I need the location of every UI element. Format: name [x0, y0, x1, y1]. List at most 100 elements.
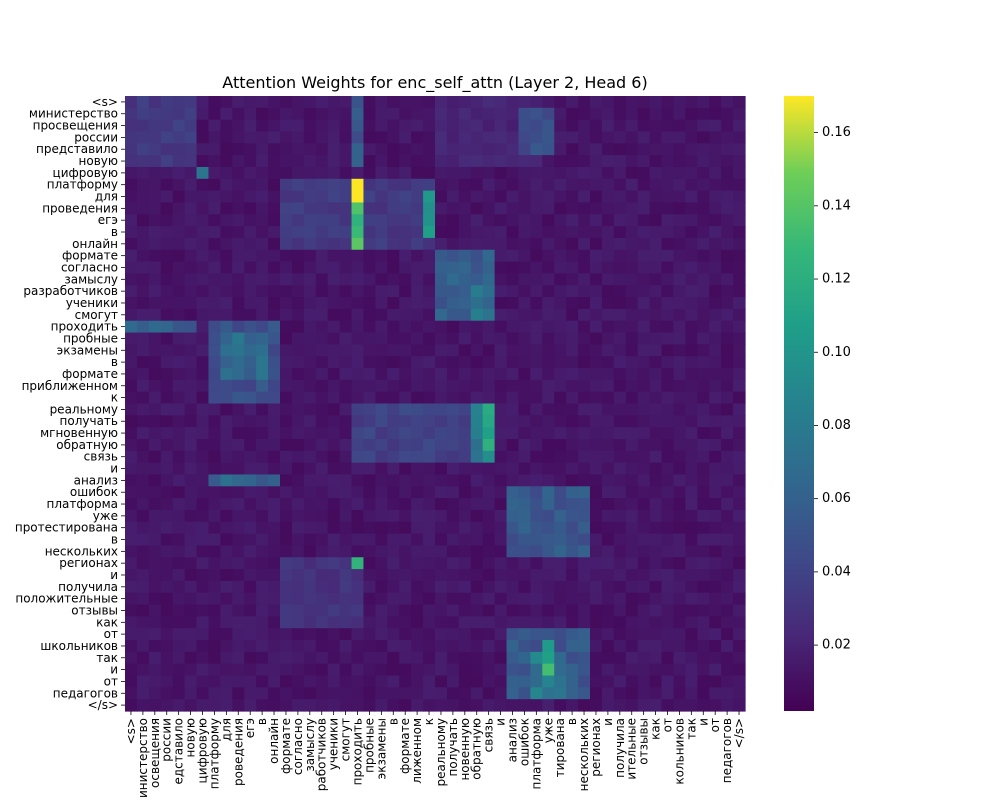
heatmap-cell — [435, 545, 448, 558]
heatmap-cell — [148, 438, 162, 452]
heatmap-cell — [733, 438, 746, 452]
heatmap-cell — [518, 545, 531, 558]
heatmap-cell — [625, 675, 639, 688]
heatmap-cell — [291, 391, 305, 405]
heatmap-cell — [303, 403, 317, 416]
y-tick-label: и — [110, 663, 118, 677]
y-tick-label: россии — [74, 130, 118, 144]
y-tick-label: уже — [93, 509, 118, 523]
heatmap-cell — [554, 509, 567, 523]
heatmap-cell — [363, 415, 376, 428]
heatmap-cell — [399, 344, 412, 357]
heatmap-cell — [363, 580, 376, 594]
heatmap-cell — [649, 450, 663, 464]
x-tick-label: новенную — [458, 718, 472, 781]
heatmap-cell — [590, 261, 603, 275]
heatmap-cell — [733, 651, 746, 665]
heatmap-cell — [244, 273, 257, 286]
heatmap-cell — [363, 486, 376, 499]
heatmap-cell — [697, 297, 710, 310]
heatmap-cell — [208, 462, 221, 476]
heatmap-cell — [363, 498, 376, 511]
heatmap-cell — [518, 592, 531, 606]
heatmap-cell — [697, 344, 710, 357]
heatmap-cell — [268, 415, 281, 428]
heatmap-cell — [363, 474, 376, 487]
heatmap-cell — [411, 237, 424, 251]
heatmap-cell — [423, 663, 436, 677]
heatmap-cell — [649, 604, 663, 617]
heatmap-cell — [423, 214, 436, 227]
heatmap-cell — [435, 663, 448, 677]
heatmap-cell — [363, 202, 376, 215]
heatmap-cell — [685, 521, 698, 535]
heatmap-cell — [363, 344, 376, 357]
heatmap-cell — [685, 415, 698, 428]
heatmap-cell — [125, 166, 138, 180]
heatmap-cell — [184, 308, 198, 322]
heatmap-cell — [613, 498, 627, 511]
heatmap-cell — [649, 533, 663, 547]
heatmap-cell — [733, 675, 746, 688]
heatmap-cell — [697, 592, 710, 606]
heatmap-cell — [446, 261, 460, 275]
heatmap-cell — [733, 178, 746, 192]
heatmap-cell — [232, 498, 245, 511]
heatmap-cell — [697, 403, 710, 416]
heatmap-cell — [506, 178, 520, 192]
heatmap-cell — [637, 521, 651, 535]
heatmap-cell — [601, 438, 615, 452]
heatmap-cell — [530, 249, 543, 263]
heatmap-cell — [244, 368, 257, 381]
heatmap-cell — [363, 391, 376, 405]
heatmap-cell — [375, 474, 388, 487]
heatmap-cell — [268, 107, 281, 121]
heatmap-cell — [661, 699, 675, 712]
heatmap-cell — [590, 474, 603, 487]
heatmap-cell — [601, 320, 615, 334]
heatmap-cell — [601, 332, 615, 345]
heatmap-cell — [625, 249, 639, 263]
heatmap-cell — [601, 687, 615, 700]
heatmap-cell — [339, 332, 353, 345]
heatmap-cell — [578, 592, 591, 606]
heatmap-cell — [590, 403, 603, 416]
heatmap-cell — [399, 131, 412, 144]
heatmap-cell — [303, 592, 317, 606]
heatmap-cell — [375, 214, 388, 227]
heatmap-cell — [733, 190, 746, 204]
heatmap-cell — [315, 285, 329, 298]
heatmap-cell — [208, 249, 221, 263]
heatmap-cell — [125, 214, 138, 227]
heatmap-cell — [136, 521, 150, 535]
heatmap-cell — [506, 687, 520, 700]
heatmap-cell — [625, 486, 639, 499]
heatmap-cell — [125, 155, 138, 168]
heatmap-cell — [184, 356, 198, 369]
colorbar-tick-label: 0.16 — [822, 125, 851, 140]
y-tick-label: нескольких — [45, 544, 118, 558]
heatmap-cell — [327, 580, 341, 594]
heatmap-cell — [196, 533, 210, 547]
heatmap-cell — [446, 249, 460, 263]
heatmap-cell — [327, 190, 341, 204]
heatmap-cell — [375, 131, 388, 144]
heatmap-cell — [351, 308, 365, 322]
heatmap-cell — [280, 521, 293, 535]
heatmap-cell — [172, 190, 186, 204]
heatmap-cell — [685, 628, 698, 641]
colorbar-tick-label: 0.12 — [822, 272, 851, 287]
heatmap-cell — [280, 155, 293, 168]
heatmap-cell — [387, 285, 400, 298]
heatmap-cell — [220, 580, 233, 594]
heatmap-cell — [649, 107, 663, 121]
heatmap-cell — [637, 640, 651, 653]
heatmap-cell — [673, 415, 686, 428]
heatmap-cell — [196, 592, 210, 606]
heatmap-cell — [435, 438, 448, 452]
x-tick-label: в — [255, 718, 269, 725]
heatmap-cell — [196, 261, 210, 275]
heatmap-cell — [721, 592, 734, 606]
heatmap-cell — [387, 509, 400, 523]
heatmap-cell — [637, 651, 651, 665]
